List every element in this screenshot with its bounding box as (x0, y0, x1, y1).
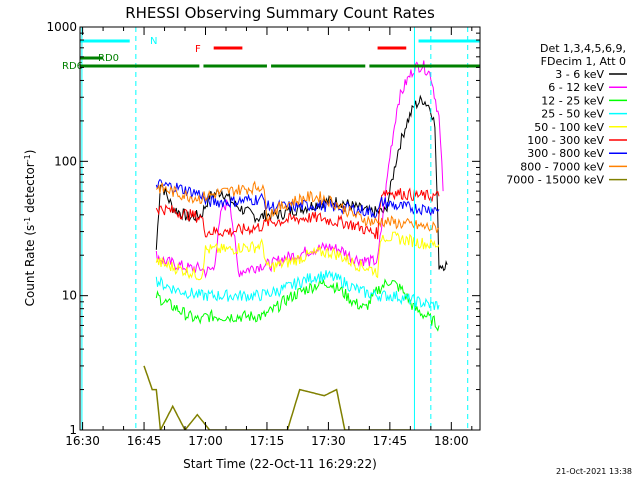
flare-label: F (195, 44, 201, 55)
series-line-1 (155, 94, 448, 272)
y-label-sup1: -1 (23, 217, 32, 225)
x-axis-label: Start Time (22-Oct-11 16:29:22) (183, 457, 377, 471)
x-tick-label-3: 17:00 (188, 434, 223, 448)
axis-layer: 16:30 16:45 17:00 17:15 17:30 17:45 18:00 1 10 10… (46, 20, 480, 448)
x-tick-label-5: 17:30 (311, 434, 346, 448)
rd6-label: RD6 (62, 61, 83, 72)
legend-label-7: 300 - 800 keV (527, 147, 604, 160)
legend-label-2: 6 - 12 keV (548, 81, 604, 94)
y-label-sup2: -1 (23, 154, 32, 162)
series-line-9 (143, 365, 411, 430)
series-line-6 (155, 187, 440, 240)
y-label-mid: detector (23, 162, 37, 217)
chart-title: RHESSI Observing Summary Count Rates (125, 4, 435, 22)
annotation-layer: N F RD0 RD6 (62, 27, 480, 430)
legend-label-1: 3 - 6 keV (555, 68, 604, 81)
y-axis-label: Count Rate (s-1 detector-1) (23, 150, 38, 307)
legend-label-6: 100 - 300 keV (527, 134, 604, 147)
timestamp: 21-Oct-2021 13:38 (556, 467, 632, 476)
x-tick-label-6: 17:45 (373, 434, 408, 448)
series-line-3 (155, 278, 440, 332)
legend-label-5: 50 - 100 keV (534, 121, 604, 134)
y-label-end: ) (23, 150, 37, 155)
x-tick-label-2: 16:45 (127, 434, 162, 448)
legend-label-8: 800 - 7000 keV (520, 160, 604, 173)
series-line-5 (155, 231, 440, 281)
legend: Det 1,3,4,5,6,9, FDecim 1, Att 0 3 - 6 k… (506, 42, 627, 187)
plot-frame (79, 26, 481, 431)
series-line-4 (155, 270, 440, 310)
y-tick-label-4: 1000 (46, 20, 77, 34)
y-tick-label-1: 1 (69, 423, 77, 437)
x-tick-label-7: 18:00 (434, 434, 469, 448)
legend-header-1: Det 1,3,4,5,6,9, (540, 42, 626, 55)
legend-label-9: 7000 - 15000 keV (506, 174, 604, 187)
y-tick-label-3: 100 (54, 154, 77, 168)
y-label-main: Count Rate (s (23, 225, 37, 307)
series-line-7 (155, 178, 440, 219)
night-label: N (150, 36, 157, 47)
rd0-label: RD0 (98, 53, 119, 64)
legend-header-2: FDecim 1, Att 0 (541, 55, 626, 68)
legend-label-3: 12 - 25 keV (541, 94, 604, 107)
series-layer (143, 60, 448, 430)
series-line-2 (155, 60, 444, 279)
y-tick-label-2: 10 (62, 289, 77, 303)
legend-label-4: 25 - 50 keV (541, 108, 604, 121)
x-tick-label-1: 16:30 (65, 434, 100, 448)
series-line-8 (155, 180, 440, 233)
x-tick-label-4: 17:15 (250, 434, 285, 448)
